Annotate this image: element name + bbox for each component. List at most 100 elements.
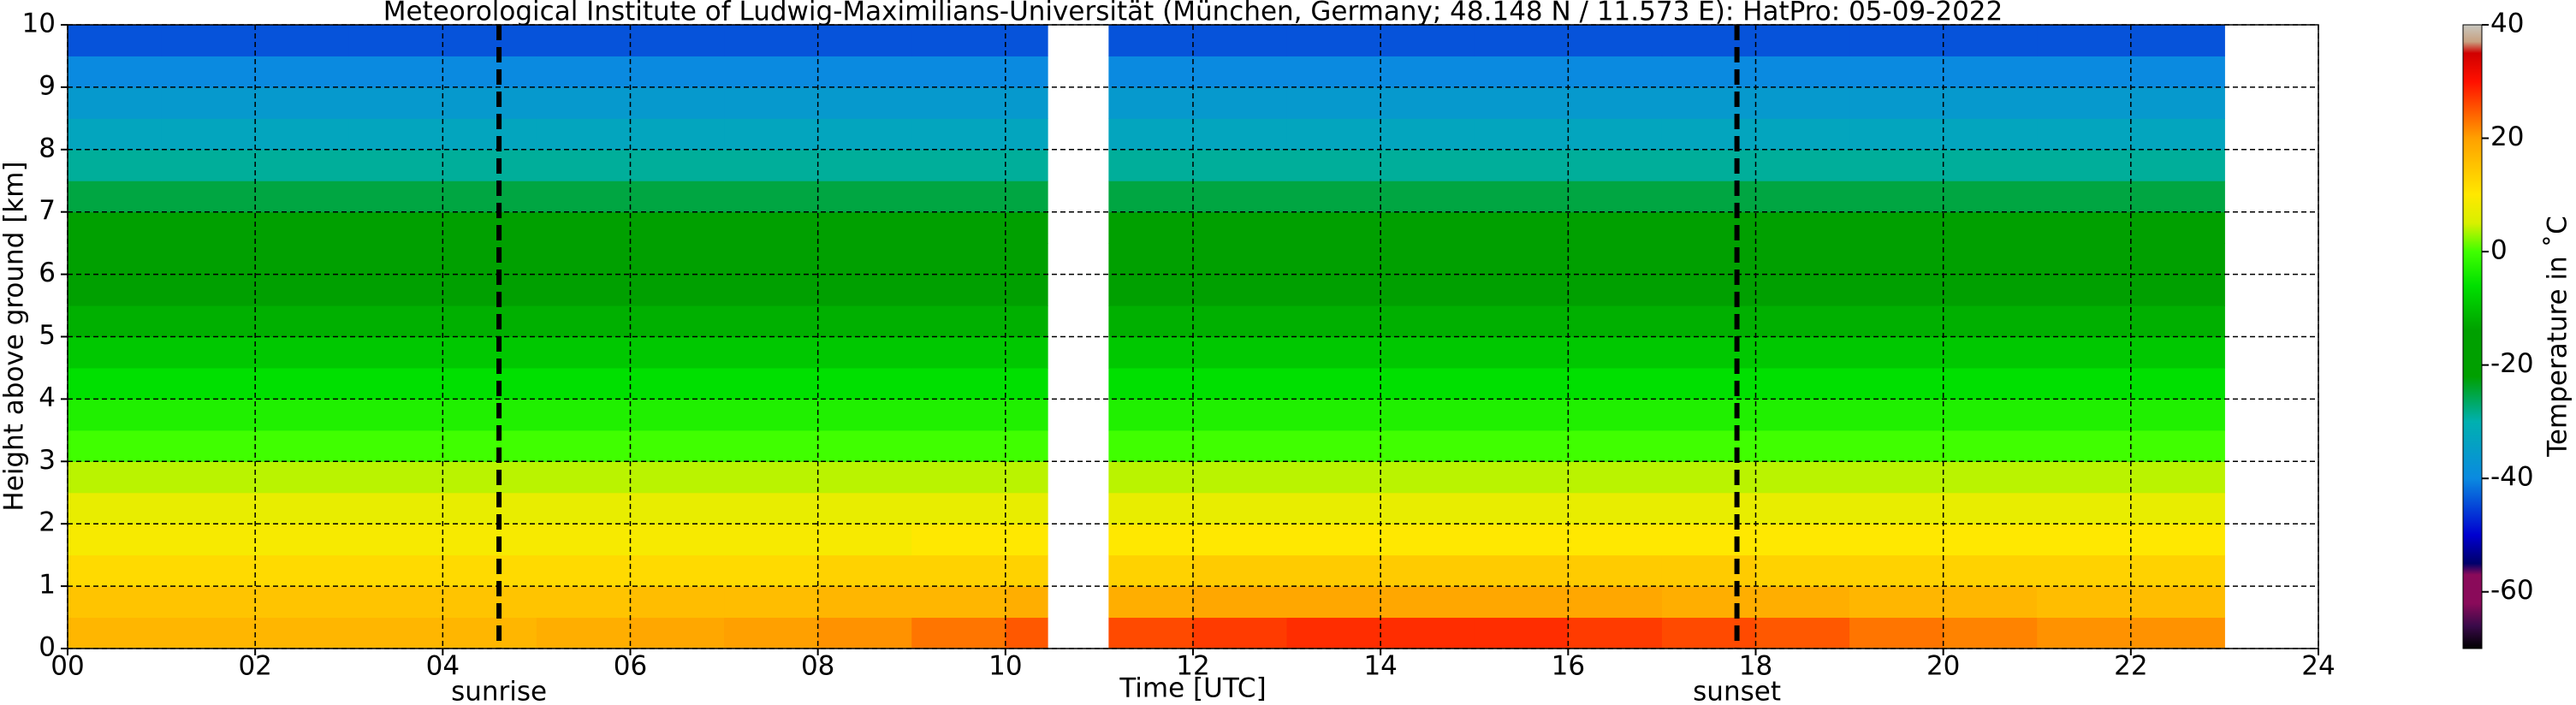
heat-cell	[1108, 586, 1194, 619]
heat-cell	[255, 367, 350, 400]
heat-cell	[1005, 367, 1048, 400]
heat-cell	[1474, 243, 1569, 275]
heat-cell	[536, 274, 631, 306]
heat-cell	[1568, 554, 1663, 587]
heat-cell	[68, 181, 163, 213]
heat-cell	[2130, 274, 2225, 306]
heat-cell	[1193, 336, 1288, 369]
heat-cell	[1193, 524, 1288, 556]
heat-cell	[1755, 56, 1850, 88]
heat-cell	[1005, 86, 1048, 119]
heat-cell	[2130, 56, 2225, 88]
heat-cell	[1568, 274, 1663, 306]
heat-cell	[255, 25, 350, 56]
heat-cell	[255, 56, 350, 88]
heat-cell	[1943, 492, 2038, 524]
heat-cell	[2037, 243, 2132, 275]
heat-cell	[1661, 586, 1756, 619]
heat-cell	[442, 586, 537, 619]
heat-cell	[1943, 524, 2038, 556]
annotation-label: sunset	[1693, 677, 1781, 705]
heat-cell	[817, 399, 912, 431]
heat-cell	[2037, 430, 2132, 462]
heat-cell	[1568, 336, 1663, 369]
heat-cell	[1661, 554, 1756, 587]
heat-cell	[1193, 86, 1288, 119]
heat-cell	[442, 399, 537, 431]
heat-cell	[817, 586, 912, 619]
heat-cell	[2037, 211, 2132, 244]
heat-cell	[1943, 181, 2038, 213]
heat-cell	[1286, 399, 1381, 431]
heat-cell	[1108, 86, 1194, 119]
heat-cell	[442, 86, 537, 119]
heat-cell	[2130, 305, 2225, 337]
heat-cell	[2130, 336, 2225, 369]
heat-cell	[911, 25, 1006, 56]
heat-cell	[255, 243, 350, 275]
heat-cell	[2130, 118, 2225, 151]
heat-cell	[817, 430, 912, 462]
heat-cell	[630, 181, 725, 213]
heat-cell	[161, 399, 256, 431]
heat-cell	[1286, 461, 1381, 494]
heat-cell	[348, 367, 443, 400]
heat-cell	[2037, 617, 2132, 649]
heat-cell	[255, 617, 350, 649]
x-tick-label: 06	[614, 651, 647, 682]
heat-cell	[1849, 211, 1944, 244]
heat-cell	[68, 524, 163, 556]
heat-cell	[1661, 56, 1756, 88]
heat-cell	[1755, 430, 1850, 462]
colorbar-tick-label: -40	[2490, 462, 2534, 493]
heat-cell	[1193, 461, 1288, 494]
heat-cell	[442, 305, 537, 337]
heat-cell	[2130, 181, 2225, 213]
heat-cell	[724, 274, 819, 306]
heat-cell	[1943, 149, 2038, 181]
heat-cell	[1755, 274, 1850, 306]
heat-cell	[255, 149, 350, 181]
heat-cell	[1755, 336, 1850, 369]
heat-cell	[1661, 367, 1756, 400]
heat-cell	[68, 305, 163, 337]
heat-cell	[1380, 274, 1475, 306]
heat-cell	[1108, 554, 1194, 587]
x-tick-label: 12	[1176, 651, 1209, 682]
heat-cell	[348, 86, 443, 119]
heat-cell	[1474, 399, 1569, 431]
heat-cell	[817, 461, 912, 494]
x-tick-label: 16	[1552, 651, 1585, 682]
x-tick-label: 08	[801, 651, 834, 682]
heat-cell	[161, 118, 256, 151]
heat-cell	[1380, 554, 1475, 587]
heat-cell	[161, 56, 256, 88]
heat-cell	[442, 367, 537, 400]
heat-cell	[536, 461, 631, 494]
heat-cell	[2130, 524, 2225, 556]
heat-cell	[1849, 274, 1944, 306]
heat-cell	[1380, 211, 1475, 244]
heat-cell	[1568, 118, 1663, 151]
x-tick-label: 10	[988, 651, 1022, 682]
heat-cell	[724, 25, 819, 56]
heat-cell	[348, 211, 443, 244]
heat-cell	[630, 274, 725, 306]
heat-cell	[630, 492, 725, 524]
heat-cell	[442, 243, 537, 275]
heat-cell	[442, 211, 537, 244]
heat-cell	[255, 430, 350, 462]
heat-cell	[911, 336, 1006, 369]
heat-cell	[1193, 243, 1288, 275]
colorbar	[2462, 24, 2483, 649]
heat-cell	[1380, 617, 1475, 649]
heat-cell	[68, 430, 163, 462]
heat-cell	[255, 181, 350, 213]
heat-cell	[536, 399, 631, 431]
heat-cell	[1286, 274, 1381, 306]
heat-cell	[442, 461, 537, 494]
heat-cell	[161, 367, 256, 400]
heat-cell	[1943, 461, 2038, 494]
heat-cell	[1755, 617, 1850, 649]
